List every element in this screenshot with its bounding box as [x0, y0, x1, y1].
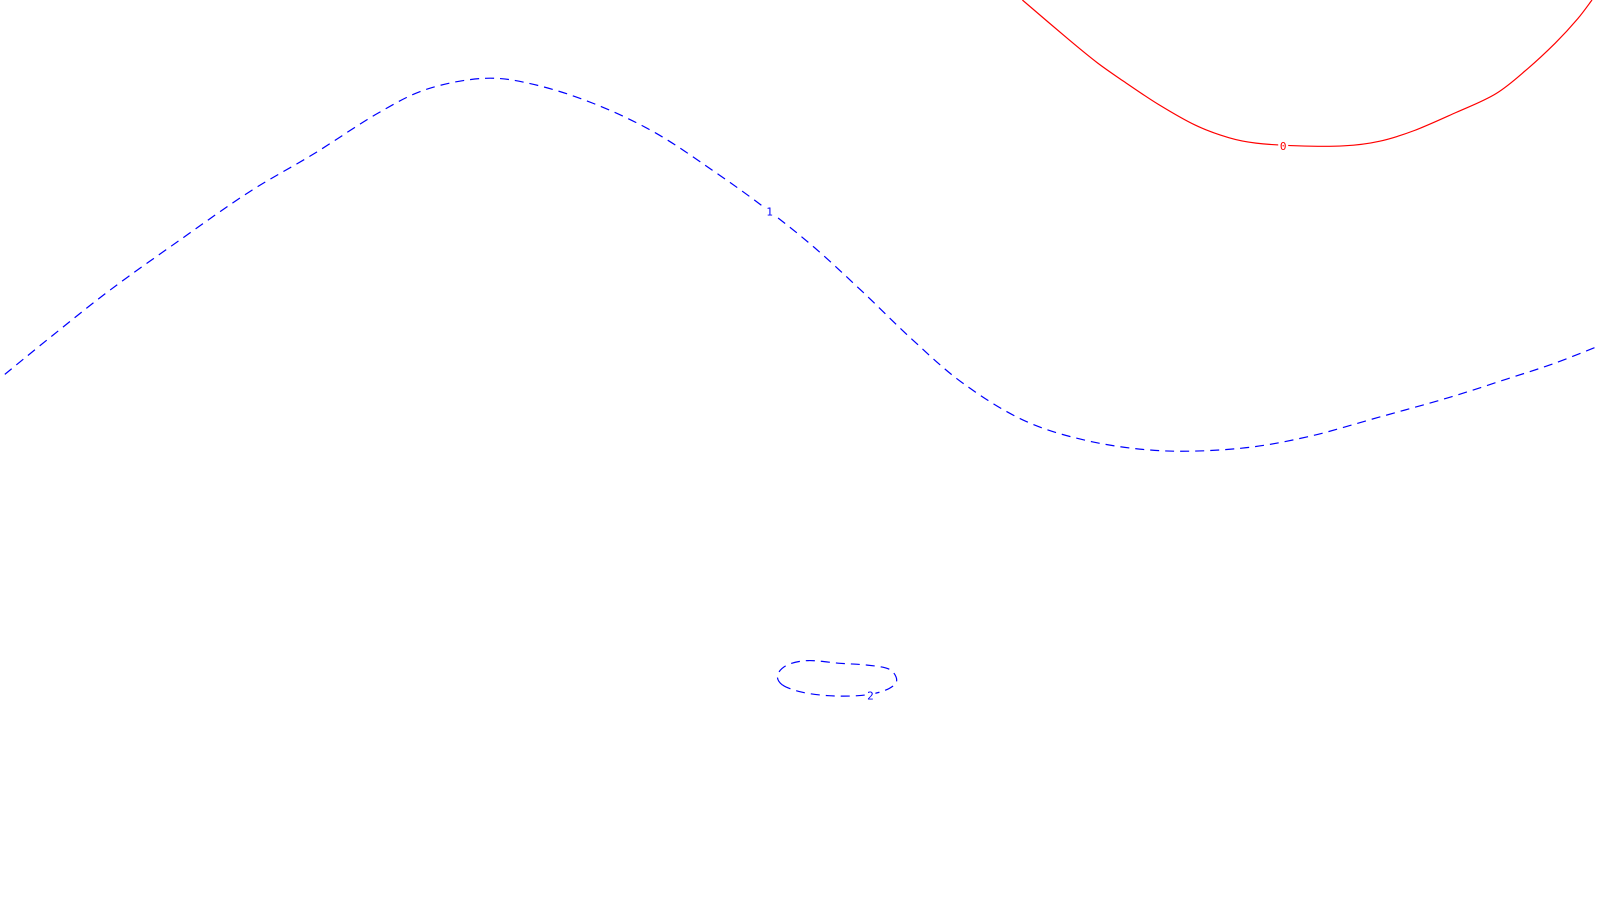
- contour-label-level-1: 1: [766, 206, 773, 219]
- contour-label-background: [1278, 138, 1289, 152]
- contour-label-background: [865, 688, 876, 702]
- contour-label-background: [764, 204, 775, 218]
- contour-label-level-0: 0: [1280, 140, 1287, 153]
- contour-lines: [4, 0, 1596, 697]
- contour-line-level-2: [776, 659, 898, 697]
- contour-labels: 0 1 2: [764, 138, 1289, 703]
- contour-label-level-2: 2: [867, 690, 874, 703]
- contour-line-level-1: [4, 77, 1596, 452]
- contour-line-level-0: [1022, 0, 1593, 147]
